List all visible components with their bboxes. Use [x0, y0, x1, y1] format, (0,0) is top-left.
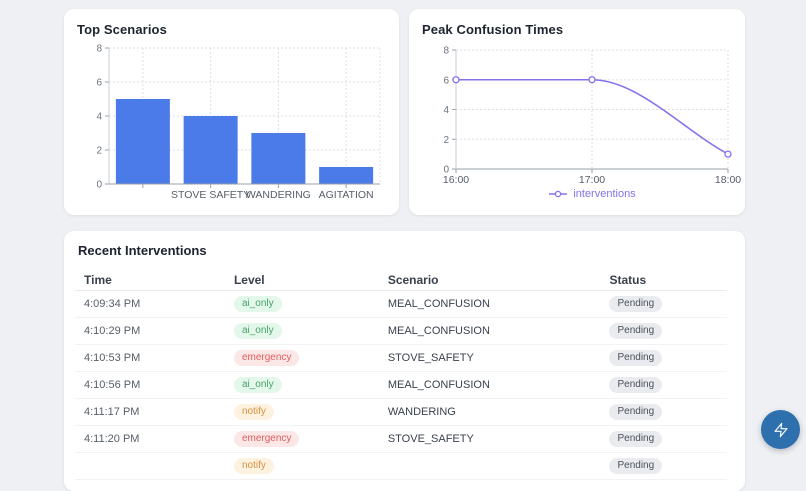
- level-badge: ai_only: [233, 323, 282, 339]
- recent-interventions-panel: Recent Interventions Time Level Scenario…: [64, 231, 745, 491]
- svg-text:4: 4: [96, 112, 102, 123]
- lightning-bolt-icon: [773, 422, 788, 437]
- svg-text:4: 4: [443, 105, 449, 116]
- cell-scenario: MEAL_CONFUSION: [387, 325, 490, 337]
- status-badge: Pending: [609, 350, 663, 366]
- table-row: 4:10:53 PM emergency STOVE_SAFETY Pendin…: [75, 345, 727, 372]
- legend-marker-icon: [549, 190, 568, 198]
- svg-text:8: 8: [96, 44, 102, 55]
- column-header-scenario: Scenario: [387, 272, 439, 287]
- top-scenarios-card: Top Scenarios STOVE SAFETY WANDERING AGITA…: [64, 9, 399, 215]
- level-badge: notify: [233, 458, 274, 474]
- status-badge: Pending: [609, 377, 663, 393]
- svg-text:17:00: 17:00: [579, 174, 605, 186]
- svg-text:2: 2: [96, 146, 102, 157]
- chart-legend: interventions: [456, 188, 728, 200]
- svg-text:0: 0: [443, 165, 449, 176]
- level-badge: ai_only: [233, 377, 282, 393]
- cell-time: 4:10:53 PM: [84, 352, 141, 364]
- cell-scenario: STOVE_SAFETY: [387, 433, 474, 445]
- table-header-row: Time Level Scenario Status: [75, 269, 727, 291]
- legend-label: interventions: [573, 188, 636, 200]
- table-body: 4:09:34 PM ai_only MEAL_CONFUSION Pendin…: [75, 291, 727, 480]
- cell-time: 4:10:56 PM: [84, 379, 141, 391]
- status-badge: Pending: [609, 431, 663, 447]
- cell-scenario: MEAL_CONFUSION: [387, 298, 490, 310]
- table-row: 4:10:56 PM ai_only MEAL_CONFUSION Pendin…: [75, 372, 727, 399]
- table-row: notify Pending: [75, 453, 727, 480]
- card-title: Peak Confusion Times: [422, 22, 564, 37]
- cell-time: 4:10:29 PM: [84, 325, 141, 337]
- svg-text:16:00: 16:00: [443, 174, 469, 186]
- level-badge: emergency: [233, 350, 300, 366]
- table-row: 4:11:17 PM notify WANDERING Pending: [75, 399, 727, 426]
- svg-text:WANDERING: WANDERING: [246, 189, 311, 201]
- table-row: 4:11:20 PM emergency STOVE_SAFETY Pendin…: [75, 426, 727, 453]
- svg-text:STOVE SAFETY: STOVE SAFETY: [171, 189, 250, 201]
- cell-time: 4:11:17 PM: [84, 406, 140, 418]
- svg-text:2: 2: [443, 135, 449, 146]
- svg-text:18:00: 18:00: [715, 174, 741, 186]
- card-title: Top Scenarios: [77, 22, 167, 37]
- interventions-table: Time Level Scenario Status 4:09:34 PM ai…: [75, 269, 727, 480]
- column-header-time: Time: [84, 272, 112, 287]
- column-header-status: Status: [609, 272, 647, 287]
- table-row: 4:09:34 PM ai_only MEAL_CONFUSION Pendin…: [75, 291, 727, 318]
- table-row: 4:10:29 PM ai_only MEAL_CONFUSION Pendin…: [75, 318, 727, 345]
- svg-text:8: 8: [443, 46, 449, 57]
- level-badge: ai_only: [233, 296, 282, 312]
- status-badge: Pending: [609, 404, 663, 420]
- peak-confusion-line-chart: 16:00 17:00 18:00 0 2 4 6 8: [443, 46, 741, 187]
- svg-text:AGITATION: AGITATION: [319, 189, 374, 201]
- quick-action-fab[interactable]: [761, 410, 800, 449]
- status-badge: Pending: [609, 323, 663, 339]
- level-badge: notify: [233, 404, 274, 420]
- cell-scenario: WANDERING: [387, 406, 456, 418]
- cell-scenario: MEAL_CONFUSION: [387, 379, 490, 391]
- svg-text:6: 6: [443, 75, 449, 86]
- status-badge: Pending: [609, 458, 663, 474]
- column-header-level: Level: [233, 272, 265, 287]
- panel-title: Recent Interventions: [78, 243, 207, 258]
- cell-time: 4:09:34 PM: [84, 298, 141, 310]
- svg-text:0: 0: [96, 180, 102, 191]
- status-badge: Pending: [609, 296, 663, 312]
- cell-time: 4:11:20 PM: [84, 433, 140, 445]
- level-badge: emergency: [233, 431, 300, 447]
- svg-text:6: 6: [96, 78, 102, 89]
- peak-confusion-card: Peak Confusion Times 16:00 17:00 18:00 0 2 4 6…: [409, 9, 745, 215]
- cell-scenario: STOVE_SAFETY: [387, 352, 474, 364]
